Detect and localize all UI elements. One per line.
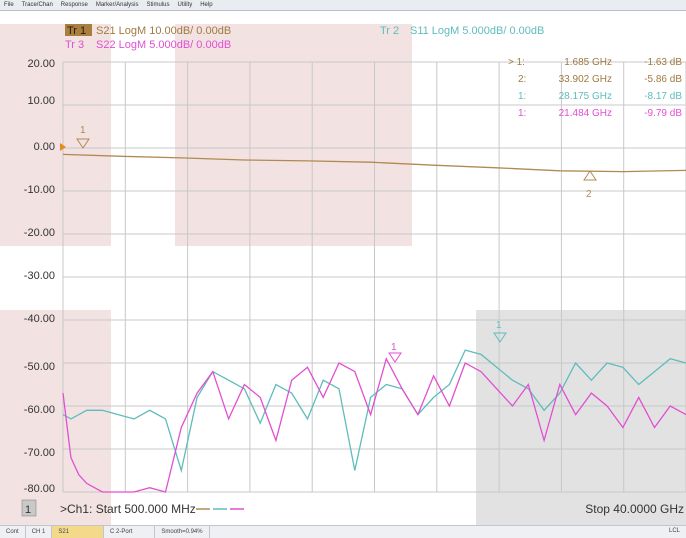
y-tick-label: 0.00 (34, 141, 55, 153)
marker-flags: 1 2 1 1 (76, 125, 597, 363)
y-tick-label: -20.00 (24, 227, 55, 239)
tr1-label[interactable]: S21 LogM 10.00dB/ 0.00dB (96, 25, 231, 37)
trace-s11 (62, 349, 686, 474)
reference-arrow-icon (60, 143, 66, 151)
tr3-label[interactable]: S22 LogM 5.000dB/ 0.00dB (96, 39, 231, 51)
s11-marker-1-label: 1 (496, 320, 502, 331)
marker-row-value: -5.86 dB (644, 74, 682, 85)
y-tick-label: -40.00 (24, 313, 55, 325)
status-channel[interactable]: CH 1 (26, 526, 53, 538)
s21-marker-2-label: 2 (586, 189, 592, 200)
marker-triangle-icon[interactable] (388, 352, 402, 363)
marker-row-label: > 1: (508, 57, 525, 68)
menu-stimulus[interactable]: Stimulus (146, 2, 170, 8)
marker-row-freq: 21.484 GHz (559, 108, 612, 119)
y-tick-label: -30.00 (24, 270, 55, 282)
marker-row-label: 2: (518, 74, 526, 85)
tr1-active-box[interactable] (65, 24, 92, 36)
channel-number[interactable]: 1 (25, 504, 31, 516)
marker-row-freq: 33.902 GHz (559, 74, 612, 85)
status-smoothing[interactable]: Smooth=0.94% (155, 526, 210, 538)
tr3-id[interactable]: Tr 3 (65, 39, 84, 51)
marker-triangle-icon[interactable] (583, 170, 597, 181)
marker-triangle-icon[interactable] (493, 332, 507, 343)
menu-utility[interactable]: Utility (177, 2, 193, 8)
s21-marker-1-label: 1 (80, 125, 86, 136)
trace-labels: Tr 1 S21 LogM 10.00dB/ 0.00dB Tr 2 S11 L… (65, 24, 544, 51)
status-bar: Cont CH 1 S21 C 2-Port Smooth=0.94% LCL (0, 525, 686, 538)
marker-row-value: -1.63 dB (644, 57, 682, 68)
status-cal[interactable]: C 2-Port (104, 526, 156, 538)
menu-response[interactable]: Response (60, 2, 88, 8)
y-tick-label: -50.00 (24, 361, 55, 373)
tr1-id[interactable]: Tr 1 (67, 25, 86, 37)
grid (62, 61, 686, 493)
y-tick-labels: 20.00 10.00 0.00 -10.00 -20.00 -30.00 -4… (24, 58, 55, 495)
status-param[interactable]: S21 (52, 526, 105, 538)
s22-marker-1-label: 1 (391, 342, 397, 353)
start-frequency[interactable]: >Ch1: Start 500.000 MHz (60, 502, 196, 516)
status-cont[interactable]: Cont (0, 526, 26, 538)
marker-row-freq: 1.685 GHz (564, 57, 612, 68)
y-tick-label: -80.00 (24, 483, 55, 495)
status-lcl: LCL (668, 528, 680, 534)
highlight-regions (0, 24, 686, 525)
menu-bar: File Trace/Chan Response Marker/Analysis… (0, 0, 686, 11)
y-tick-label: -10.00 (24, 184, 55, 196)
marker-readout-table: > 1: 1.685 GHz -1.63 dB 2: 33.902 GHz -5… (508, 57, 682, 119)
y-tick-label: -60.00 (24, 404, 55, 416)
stop-frequency[interactable]: Stop 40.0000 GHz (585, 502, 684, 516)
vna-chart[interactable]: 20.00 10.00 0.00 -10.00 -20.00 -30.00 -4… (0, 22, 686, 525)
menu-file[interactable]: File (4, 2, 14, 8)
y-tick-label: 20.00 (27, 58, 55, 70)
tr2-label[interactable]: S11 LogM 5.000dB/ 0.00dB (410, 25, 544, 37)
trace-s21 (62, 153, 686, 173)
traces (62, 153, 686, 493)
marker-triangle-icon[interactable] (76, 138, 90, 149)
top-band (0, 11, 686, 23)
y-tick-label: -70.00 (24, 447, 55, 459)
tr2-id[interactable]: Tr 2 (380, 25, 399, 37)
channel-box[interactable] (21, 499, 37, 517)
marker-row-label: 1: (518, 108, 526, 119)
menu-marker-analysis[interactable]: Marker/Analysis (95, 2, 139, 8)
chart-footer: 1 >Ch1: Start 500.000 MHz Stop 40.0000 G… (21, 499, 684, 517)
marker-row-value: -8.17 dB (644, 91, 682, 102)
marker-row-freq: 28.175 GHz (559, 91, 612, 102)
menu-trace-chan[interactable]: Trace/Chan (21, 2, 53, 8)
menu-help[interactable]: Help (200, 2, 213, 8)
marker-row-label: 1: (518, 91, 526, 102)
marker-row-value: -9.79 dB (644, 108, 682, 119)
y-tick-label: 10.00 (27, 95, 55, 107)
trace-s22 (62, 356, 686, 493)
